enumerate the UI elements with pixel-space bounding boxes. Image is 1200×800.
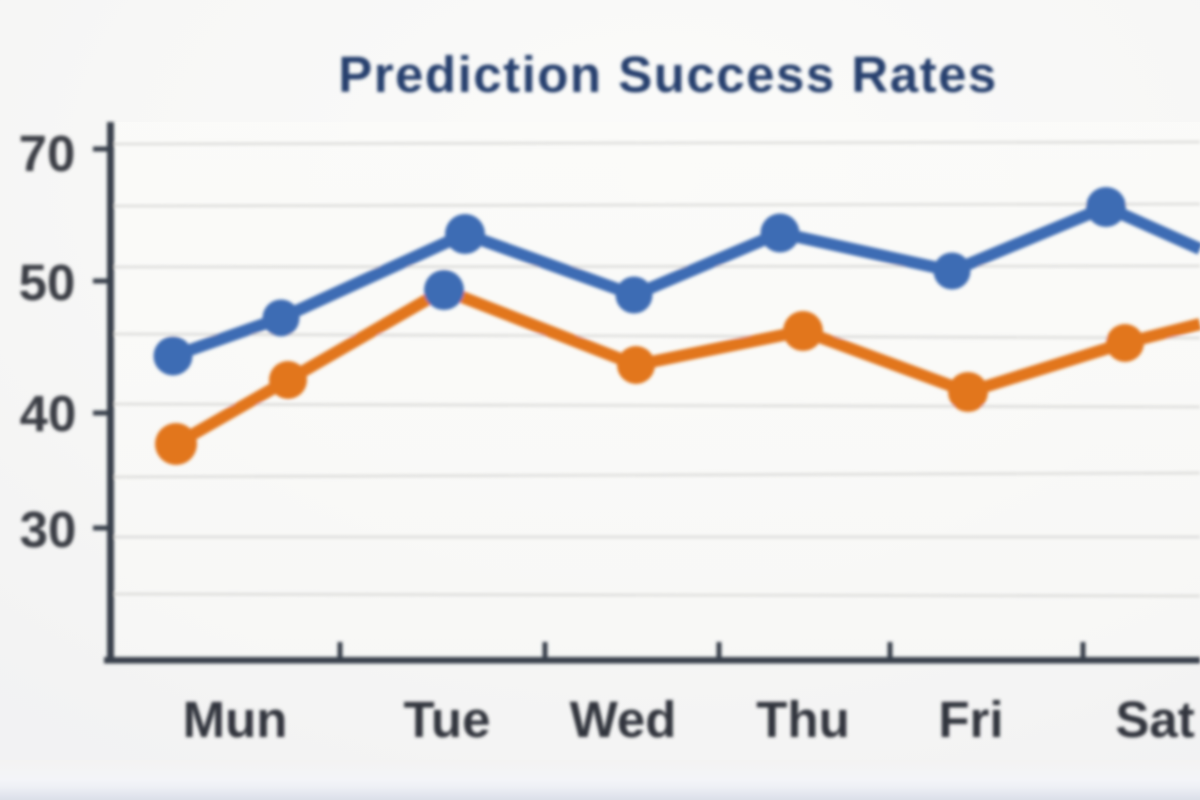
svg-text:50: 50 bbox=[19, 254, 76, 311]
svg-text:Prediction Success Rates: Prediction Success Rates bbox=[338, 46, 998, 103]
svg-text:Sat: Sat bbox=[1115, 691, 1194, 748]
svg-text:70: 70 bbox=[19, 125, 76, 182]
svg-text:40: 40 bbox=[20, 385, 77, 442]
svg-text:30: 30 bbox=[20, 501, 77, 558]
svg-text:Fri: Fri bbox=[938, 691, 1003, 748]
svg-text:Thu: Thu bbox=[756, 691, 849, 748]
svg-text:Wed: Wed bbox=[570, 691, 677, 748]
svg-text:Tue: Tue bbox=[404, 691, 491, 748]
svg-text:Mun: Mun bbox=[183, 691, 288, 748]
